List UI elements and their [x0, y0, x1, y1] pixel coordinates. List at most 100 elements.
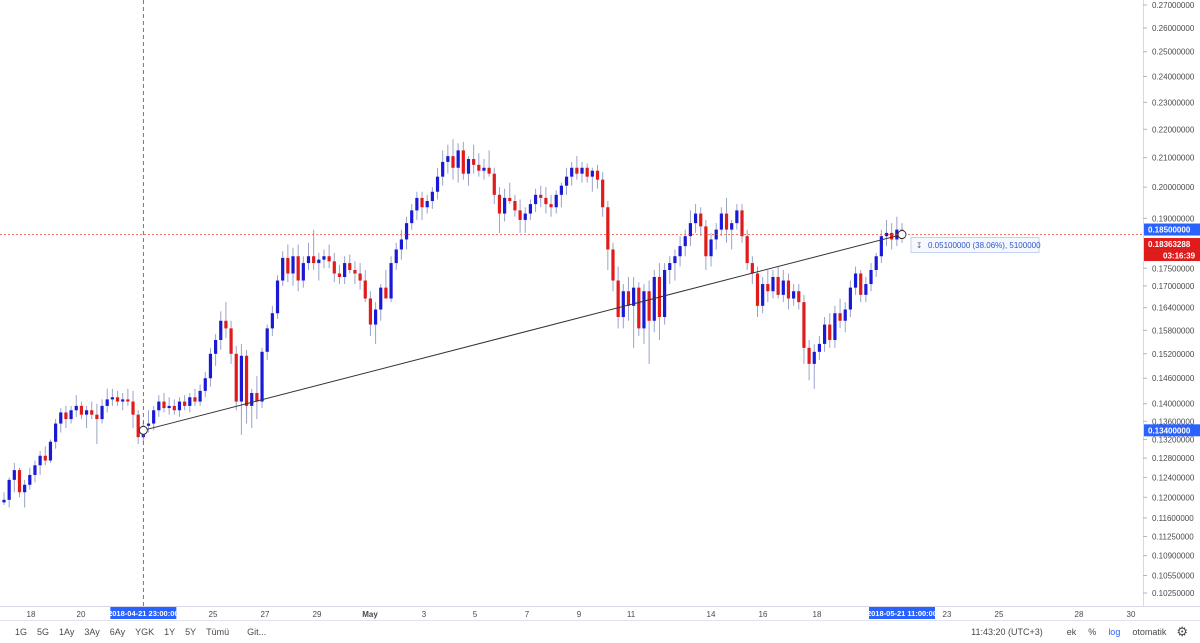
price-tick-label: 0.15200000 [1152, 350, 1195, 359]
candle-body [724, 213, 729, 230]
scale-tools: 11:43:20 (UTC+3) ek % log otomatik ⚙ [971, 624, 1200, 640]
candle-body [28, 474, 32, 485]
range-1m-button[interactable]: 1Ay [59, 627, 75, 637]
price-tick-label: 0.14600000 [1152, 374, 1195, 383]
candle-body [730, 223, 734, 230]
candle-body [497, 194, 502, 214]
price-tick-label: 0.12800000 [1152, 454, 1195, 463]
candle-body [332, 261, 336, 274]
candle-body [54, 423, 58, 442]
candle-body [884, 232, 889, 237]
candle-body [446, 156, 450, 162]
extended-hours-toggle[interactable]: ek [1066, 627, 1077, 637]
countdown-label: 03:16:39 [1163, 252, 1196, 261]
candle-body [270, 313, 274, 329]
time-tick-label: 18 [27, 610, 36, 619]
candle-body [322, 256, 326, 260]
range-6m-button[interactable]: 6Ay [109, 627, 126, 637]
candle-body [616, 280, 620, 317]
candle-body [668, 263, 672, 270]
candle-body [312, 256, 316, 264]
candle-body [208, 353, 213, 379]
end-time-label-bg [869, 607, 935, 619]
candle-body [843, 309, 847, 321]
candle-body [528, 204, 533, 214]
range-ytd-button[interactable]: YGK [135, 627, 155, 637]
candle-body [590, 170, 594, 177]
candle-body [23, 484, 27, 493]
candle-body [69, 410, 73, 420]
candle-body [735, 210, 739, 224]
price-line-label: 0.18500000 [1148, 226, 1191, 235]
candle-body [250, 392, 254, 406]
end-time-label: 2018-05-21 11:00:00 [867, 609, 937, 618]
measure-tooltip-label: 0.05100000 (38.06%), 5100000 [928, 241, 1041, 250]
candle-body [580, 167, 584, 174]
price-tick-label: 0.12000000 [1152, 493, 1195, 502]
price-tick-label: 0.16400000 [1152, 304, 1195, 313]
candle-body [848, 287, 852, 310]
price-tick-label: 0.13200000 [1152, 435, 1195, 444]
candle-body [606, 207, 610, 250]
candle-body [533, 194, 538, 205]
auto-scale-toggle[interactable]: otomatik [1132, 627, 1167, 637]
candle-body [420, 197, 424, 208]
candle-body [224, 320, 228, 329]
range-selector: 1G 5G 1Ay 3Ay 6Ay YGK 1Y 5Y Tümü Git... [0, 627, 271, 637]
candle-body [115, 397, 120, 402]
candle-body [802, 302, 806, 348]
candle-body [286, 257, 290, 274]
time-tick-label: 5 [473, 610, 478, 619]
price-chart[interactable]: 0.27000000 0.26000000 0.25000000 0.24000000… [0, 0, 1200, 620]
percent-scale-toggle[interactable]: % [1088, 627, 1097, 637]
candle-body [822, 324, 827, 344]
candle-body [17, 470, 22, 493]
candle-body [776, 276, 780, 295]
candle-body [7, 479, 11, 500]
time-tick-label: 16 [759, 610, 768, 619]
candle-body [869, 269, 873, 285]
range-all-button[interactable]: Tümü [206, 627, 230, 637]
gear-icon[interactable]: ⚙ [1176, 624, 1188, 639]
bottom-toolbar: 1G 5G 1Ay 3Ay 6Ay YGK 1Y 5Y Tümü Git... … [0, 620, 1200, 643]
candle-body [890, 232, 894, 240]
range-1y-button[interactable]: 1Y [164, 627, 176, 637]
candle-body [688, 223, 693, 237]
range-3m-button[interactable]: 3Ay [84, 627, 100, 637]
candle-body [466, 159, 471, 174]
candle-body [2, 499, 6, 503]
goto-date-button[interactable]: Git... [247, 627, 267, 637]
candle-body [275, 280, 280, 314]
range-5y-button[interactable]: 5Y [185, 627, 197, 637]
candle-body [121, 399, 125, 402]
candle-body [740, 210, 744, 237]
candle-body [317, 259, 321, 264]
candle-body [363, 280, 367, 299]
price-tick-label: 0.12400000 [1152, 473, 1195, 482]
time-tick-label: 29 [313, 610, 322, 619]
price-tick-label: 0.14000000 [1152, 400, 1195, 409]
candle-body [771, 276, 775, 292]
candle-body [43, 455, 47, 461]
candle-body [38, 455, 42, 466]
candle-body [394, 249, 398, 264]
candle-body [575, 167, 579, 174]
candle-body [348, 263, 352, 270]
measure-tooltip: ↧ 0.05100000 (38.06%), 5100000 [910, 237, 1041, 253]
candle-body [281, 257, 285, 281]
range-1d-button[interactable]: 1G [15, 627, 28, 637]
time-tick-label: 18 [813, 610, 822, 619]
measure-tooltip-box [910, 237, 1040, 253]
candle-body [719, 213, 723, 230]
candle-body [379, 287, 383, 310]
candle-body [353, 269, 357, 274]
log-scale-toggle[interactable]: log [1108, 627, 1121, 637]
chart-background [0, 0, 1200, 620]
price-tick-label: 0.24000000 [1152, 73, 1195, 82]
candle-body [513, 201, 517, 211]
candle-body [693, 213, 698, 224]
crosshair-price-label-bg [1144, 424, 1200, 437]
candle-body [441, 161, 445, 177]
range-5d-button[interactable]: 5G [37, 627, 50, 637]
